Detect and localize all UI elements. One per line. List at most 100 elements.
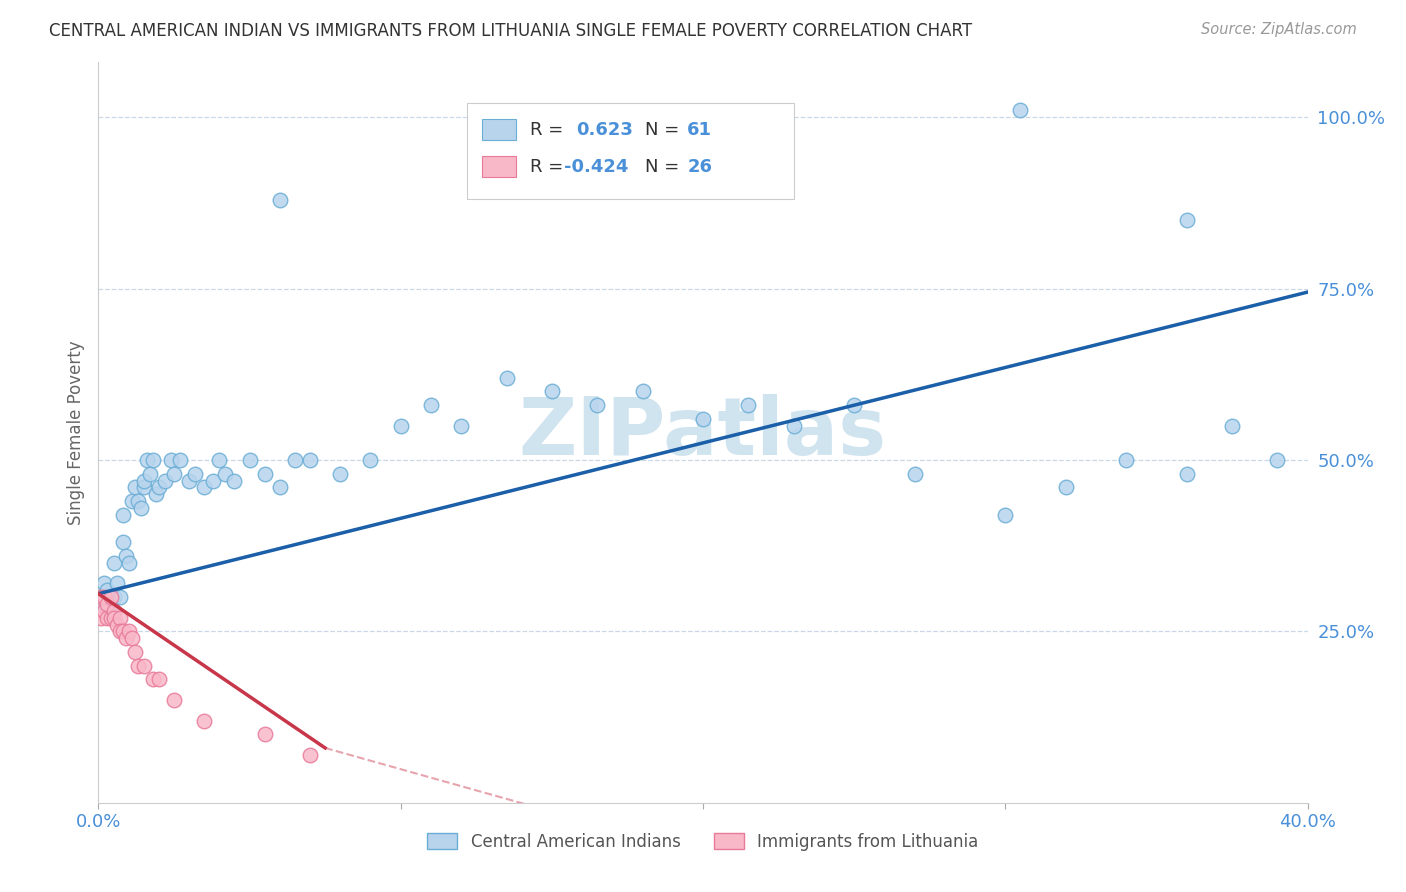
Point [208, 453, 231, 467]
Point [253, 727, 276, 741]
Point [783, 418, 806, 433]
Point [193, 714, 215, 728]
Point [692, 412, 714, 426]
Point [360, 453, 382, 467]
Point [214, 467, 236, 481]
Point [139, 467, 162, 481]
Text: N =: N = [645, 120, 679, 139]
Point [127, 494, 149, 508]
Point [586, 398, 609, 412]
Point [121, 632, 143, 646]
Point [96, 597, 118, 611]
Point [239, 453, 262, 467]
Point [148, 480, 170, 494]
Point [132, 474, 155, 488]
Point [1115, 453, 1137, 467]
Point [108, 610, 131, 624]
Text: R =: R = [530, 158, 564, 176]
Point [253, 467, 276, 481]
Point [284, 453, 307, 467]
Point [90, 610, 112, 624]
Point [1267, 453, 1289, 467]
Point [1175, 213, 1198, 227]
Point [93, 590, 115, 604]
Point [121, 494, 143, 508]
Point [329, 467, 352, 481]
Point [844, 398, 866, 412]
Point [142, 453, 165, 467]
Text: 26: 26 [688, 158, 713, 176]
Point [1054, 480, 1077, 494]
Point [132, 658, 155, 673]
Point [169, 453, 191, 467]
Point [202, 474, 225, 488]
Point [193, 480, 215, 494]
Point [142, 673, 165, 687]
Point [631, 384, 654, 399]
Point [994, 508, 1017, 522]
Text: -0.424: -0.424 [564, 158, 628, 176]
Point [111, 624, 134, 639]
Point [90, 590, 112, 604]
FancyBboxPatch shape [467, 103, 793, 200]
Point [269, 193, 291, 207]
Point [129, 501, 152, 516]
Text: N =: N = [645, 158, 679, 176]
Point [96, 583, 118, 598]
Point [540, 384, 562, 399]
Point [105, 617, 128, 632]
Point [100, 610, 122, 624]
Point [153, 474, 176, 488]
Point [93, 597, 115, 611]
Text: ZIPatlas: ZIPatlas [519, 393, 887, 472]
Point [100, 590, 122, 604]
Point [114, 549, 136, 563]
Point [179, 474, 201, 488]
Point [224, 474, 246, 488]
Point [103, 556, 125, 570]
Point [100, 604, 122, 618]
Bar [482, 120, 516, 140]
Point [132, 480, 155, 494]
Point [103, 610, 125, 624]
Point [389, 418, 412, 433]
Point [160, 453, 183, 467]
Bar [482, 156, 516, 178]
Point [105, 576, 128, 591]
Point [145, 487, 167, 501]
Point [269, 480, 291, 494]
Point [127, 658, 149, 673]
Point [100, 590, 122, 604]
Point [124, 480, 146, 494]
Point [904, 467, 927, 481]
Point [93, 576, 115, 591]
Point [124, 645, 146, 659]
Point [1010, 103, 1032, 118]
Point [111, 535, 134, 549]
Text: Source: ZipAtlas.com: Source: ZipAtlas.com [1201, 22, 1357, 37]
Point [118, 556, 141, 570]
Point [1175, 467, 1198, 481]
Point [1220, 418, 1243, 433]
Point [108, 590, 131, 604]
Text: 0.623: 0.623 [576, 120, 633, 139]
Point [114, 632, 136, 646]
Text: 61: 61 [688, 120, 713, 139]
Point [420, 398, 443, 412]
Point [737, 398, 759, 412]
Point [135, 453, 157, 467]
Text: R =: R = [530, 120, 564, 139]
Point [163, 467, 186, 481]
Point [163, 693, 186, 707]
Point [103, 590, 125, 604]
Point [108, 624, 131, 639]
Point [450, 418, 472, 433]
Point [148, 673, 170, 687]
Point [616, 178, 638, 193]
Point [90, 590, 112, 604]
Legend: Central American Indians, Immigrants from Lithuania: Central American Indians, Immigrants fro… [420, 826, 986, 857]
Point [118, 624, 141, 639]
Point [93, 604, 115, 618]
Y-axis label: Single Female Poverty: Single Female Poverty [66, 341, 84, 524]
Point [103, 604, 125, 618]
